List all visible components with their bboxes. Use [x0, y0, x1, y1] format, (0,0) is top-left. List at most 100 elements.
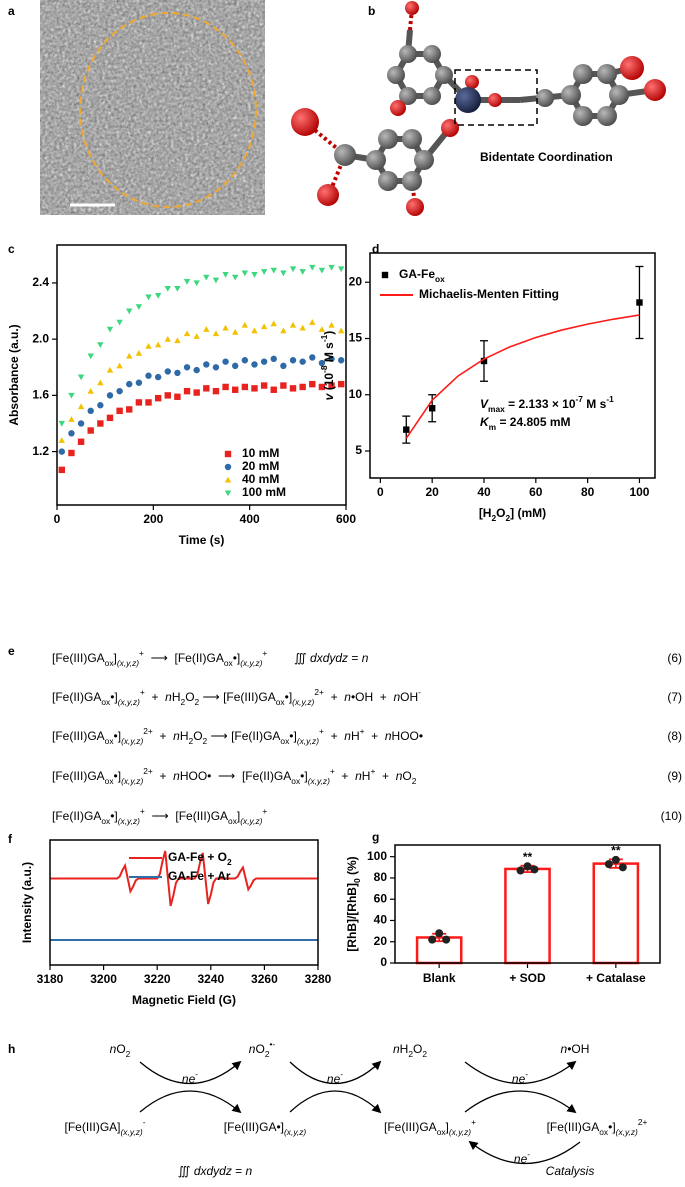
marker	[58, 466, 66, 474]
text-run: ox	[224, 658, 234, 668]
text-run: •]	[285, 690, 293, 704]
text-run: n	[246, 1164, 253, 1178]
marker	[289, 357, 297, 364]
text-run: n	[249, 1042, 256, 1056]
marker	[289, 266, 297, 273]
data-point	[604, 860, 613, 869]
marker	[97, 420, 104, 427]
text-run: n	[173, 769, 180, 783]
text-run: M s	[583, 397, 607, 411]
text-run: O	[185, 690, 194, 704]
marker	[309, 354, 316, 361]
marker	[232, 328, 239, 335]
text-run: K	[480, 415, 490, 429]
text-run: H	[172, 690, 181, 704]
text-run: ne	[512, 1072, 526, 1086]
text-run: H	[351, 729, 360, 743]
text-run: n	[165, 690, 172, 704]
text-run: (x,y,z)	[121, 776, 143, 786]
text-run: [Fe(III)GA	[52, 769, 105, 783]
marker	[193, 366, 200, 374]
text-run: +	[153, 729, 173, 743]
text-run: ] (mM)	[510, 506, 546, 520]
marker	[251, 271, 258, 278]
complex: [Fe(III)GA•](x,y,z)	[224, 1120, 307, 1137]
marker	[289, 321, 297, 328]
marker	[212, 330, 220, 337]
text-run: n	[110, 1042, 117, 1056]
marker	[58, 420, 66, 427]
y-tick-label: 20	[349, 274, 363, 288]
marker	[280, 382, 287, 389]
text-run: n	[355, 769, 362, 783]
x-tick-label: 3200	[90, 972, 117, 986]
text-run: M s	[322, 342, 336, 366]
electron-label: ne-	[182, 1069, 198, 1086]
text-run: -1	[319, 334, 329, 342]
y-axis-label: [RhB]/[RhB]0 (%)	[345, 856, 362, 951]
marker	[260, 358, 268, 365]
marker	[58, 448, 66, 455]
marker	[174, 369, 181, 377]
marker	[145, 294, 152, 301]
marker	[193, 280, 200, 287]
text-run: ox	[276, 697, 286, 707]
legend-label: 20 mM	[242, 459, 279, 473]
text-run: ox	[228, 816, 238, 826]
text-run: •-	[269, 1039, 275, 1049]
marker	[224, 490, 232, 497]
marker	[106, 366, 114, 373]
chart: 3180 3200 3220 3240 3260 3280 Magnetic Field (…	[20, 839, 332, 1007]
text-run: [Fe(II)GA	[231, 729, 280, 743]
text-run: -	[340, 1069, 343, 1079]
complex: [Fe(III)GA](x,y,z)-	[65, 1117, 146, 1137]
marker	[280, 270, 287, 277]
text-run: 2	[203, 736, 208, 746]
marker	[328, 321, 335, 328]
marker	[68, 392, 75, 399]
y-tick-label: 0	[380, 955, 387, 969]
y-tick-label: 40	[374, 913, 388, 927]
text-run: 2	[227, 857, 232, 867]
marker	[299, 358, 306, 365]
y-tick-label: 60	[374, 891, 388, 905]
text-run: -	[195, 1069, 198, 1079]
text-run: ox	[105, 776, 115, 786]
text-run: ]	[446, 1120, 449, 1134]
text-run: (x,y,z)	[240, 658, 262, 668]
equation-number: (10)	[661, 809, 682, 823]
legend-label: Michaelis-Menten Fitting	[419, 287, 559, 301]
marker	[337, 357, 345, 364]
text-run: ox	[291, 776, 301, 786]
text-run: dxdydz	[310, 651, 348, 665]
marker	[97, 342, 104, 348]
x-tick-label: 20	[426, 485, 440, 499]
marker	[193, 389, 200, 396]
marker	[77, 374, 85, 381]
text-run: (x,y,z)	[308, 776, 330, 786]
plot-frame	[369, 252, 656, 479]
text-run: ox	[437, 1127, 447, 1137]
text-run: O	[413, 1042, 422, 1056]
y-tick-label: 1.2	[32, 444, 49, 458]
marker	[135, 399, 143, 406]
x-tick-label: 100	[629, 485, 649, 499]
text-run: V	[480, 397, 489, 411]
text-run: n	[344, 690, 351, 704]
tem-image	[40, 0, 265, 215]
text-run: v	[322, 392, 336, 400]
marker	[106, 326, 114, 333]
marker	[318, 383, 326, 391]
marker	[318, 267, 326, 274]
marker	[337, 380, 345, 388]
marker	[97, 402, 104, 409]
text-run: n	[362, 651, 369, 665]
x-tick-label: 3280	[305, 972, 332, 986]
x-tick-label: 600	[336, 512, 356, 526]
text-run: n	[385, 729, 392, 743]
text-run: ox	[101, 816, 111, 826]
text-run: (x,y,z)	[118, 697, 140, 707]
text-run: +	[139, 648, 144, 658]
text-run: 2	[189, 736, 194, 746]
